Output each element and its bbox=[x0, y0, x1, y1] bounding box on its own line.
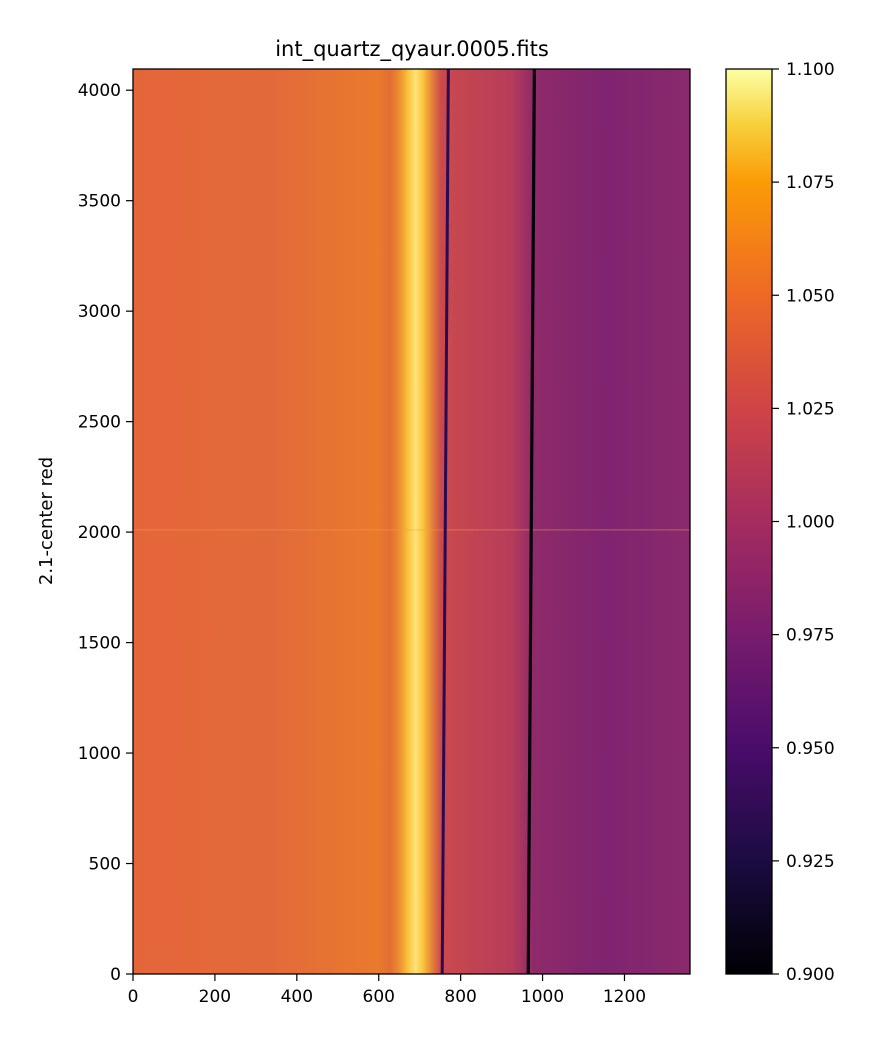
x-tick-label: 0 bbox=[128, 987, 139, 1007]
colorbar-tick-label: 1.100 bbox=[786, 60, 835, 80]
x-tick-label: 400 bbox=[281, 987, 313, 1007]
x-axis: 0 200 400 600 800 1000 1200 bbox=[128, 974, 646, 1007]
colorbar-tick-label: 0.975 bbox=[786, 626, 835, 646]
heatmap-image bbox=[133, 69, 690, 974]
colorbar-tick-label: 0.925 bbox=[786, 852, 835, 872]
colorbar-tick-label: 1.000 bbox=[786, 513, 835, 533]
colorbar-tick-label: 0.900 bbox=[786, 965, 835, 985]
y-tick-label: 1000 bbox=[78, 744, 121, 764]
y-axis: 0 500 1000 1500 2000 2500 3000 3500 4000 bbox=[78, 81, 133, 985]
plot-area bbox=[132, 68, 691, 975]
colorbar: 0.900 0.925 0.950 0.975 1.000 1.025 1.050 1.075… bbox=[725, 60, 835, 985]
y-tick-label: 3500 bbox=[78, 192, 121, 212]
x-tick-label: 200 bbox=[199, 987, 231, 1007]
y-tick-label: 2000 bbox=[78, 523, 121, 543]
y-axis-label: 2.1-center red bbox=[36, 457, 57, 585]
dark-line-1 bbox=[440, 69, 450, 974]
x-tick-label: 1200 bbox=[603, 987, 646, 1007]
colorbar-axis: 0.900 0.925 0.950 0.975 1.000 1.025 1.050 1.075… bbox=[772, 60, 835, 985]
colorbar-tick-label: 0.950 bbox=[786, 739, 835, 759]
y-tick-label: 1500 bbox=[78, 634, 121, 654]
x-tick-label: 800 bbox=[444, 987, 476, 1007]
colorbar-gradient bbox=[725, 68, 773, 975]
x-tick-label: 1000 bbox=[521, 987, 564, 1007]
plot-frame bbox=[132, 68, 691, 975]
y-tick-label: 4000 bbox=[78, 81, 121, 101]
y-tick-label: 0 bbox=[110, 965, 121, 985]
colorbar-tick-label: 1.025 bbox=[786, 399, 835, 419]
dark-line-2 bbox=[526, 69, 536, 974]
fringe-pattern bbox=[133, 576, 690, 974]
chart-title: int_quartz_qyaur.0005.fits bbox=[275, 37, 549, 62]
x-tick-label: 600 bbox=[363, 987, 395, 1007]
colorbar-tick-label: 1.075 bbox=[786, 173, 835, 193]
y-tick-label: 2500 bbox=[78, 413, 121, 433]
y-tick-label: 500 bbox=[89, 855, 121, 875]
y-tick-label: 3000 bbox=[78, 302, 121, 322]
colorbar-tick-label: 1.050 bbox=[786, 286, 835, 306]
